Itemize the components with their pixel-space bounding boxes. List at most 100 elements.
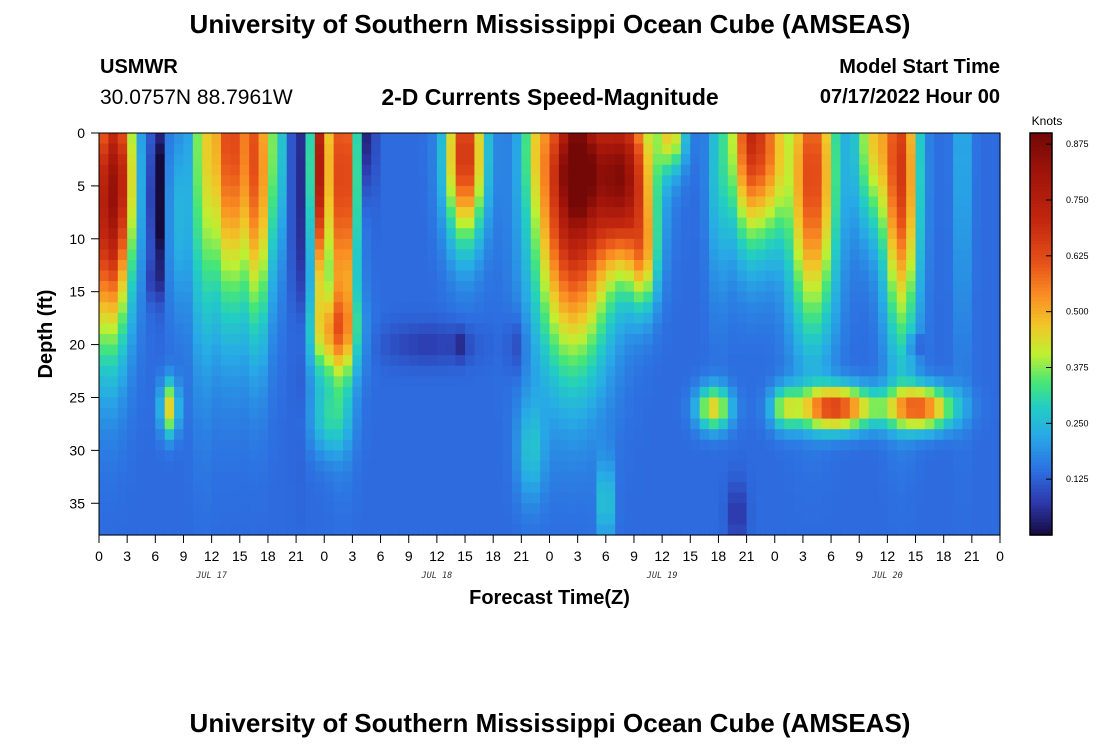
heatmap-cell [108, 312, 119, 325]
heatmap-cell [436, 513, 447, 526]
heatmap-cell [540, 312, 551, 325]
heatmap-cell [389, 397, 400, 409]
heatmap-cell [361, 196, 372, 208]
heatmap-cell [615, 312, 626, 325]
heatmap-cell [859, 185, 870, 198]
heatmap-cell [802, 302, 813, 314]
heatmap-cell [465, 365, 476, 377]
heatmap-cell [643, 196, 654, 208]
heatmap-cell [136, 270, 147, 282]
heatmap-cell [615, 397, 626, 409]
heatmap-cell [436, 386, 447, 399]
heatmap-cell [906, 207, 917, 219]
heatmap-cell [474, 418, 485, 430]
heatmap-cell [755, 503, 766, 515]
heatmap-cell [277, 302, 288, 314]
heatmap-cell [305, 133, 316, 145]
heatmap-cell [483, 503, 494, 515]
heatmap-cell [737, 376, 748, 388]
heatmap-cell [746, 238, 757, 250]
heatmap-cell [371, 365, 382, 377]
heatmap-cell [662, 429, 673, 441]
heatmap-cell [709, 386, 720, 399]
heatmap-cell [324, 334, 335, 346]
heatmap-cell [221, 164, 231, 176]
heatmap-cell [802, 185, 813, 198]
heatmap-cell [502, 460, 513, 473]
heatmap-cell [221, 312, 231, 325]
colorbar-segment [1030, 360, 1052, 365]
heatmap-cell [643, 143, 654, 155]
heatmap-cell [192, 154, 203, 166]
heatmap-cell [127, 207, 138, 219]
heatmap-cell [174, 281, 185, 293]
heatmap-cell [915, 270, 926, 282]
heatmap-cell [643, 524, 654, 536]
heatmap-cell [821, 482, 832, 494]
heatmap-cell [399, 238, 410, 250]
heatmap-cell [258, 302, 269, 314]
heatmap-cell [840, 524, 851, 536]
heatmap-cell [333, 312, 344, 325]
heatmap-cell [192, 355, 203, 367]
heatmap-cell [549, 133, 560, 145]
heatmap-cell [211, 471, 222, 483]
heatmap-cell [202, 386, 213, 399]
heatmap-cell [418, 175, 429, 187]
heatmap-cell [455, 524, 466, 536]
heatmap-cell [493, 154, 504, 166]
heatmap-cell [286, 344, 297, 356]
heatmap-cell [352, 185, 363, 198]
heatmap-cell [633, 482, 644, 494]
heatmap-cell [577, 344, 588, 356]
heatmap-cell [108, 376, 119, 388]
heatmap-cell [380, 291, 391, 303]
heatmap-cell [793, 238, 804, 250]
heatmap-cell [915, 312, 926, 325]
heatmap-cell [831, 355, 842, 367]
heatmap-cell [953, 450, 964, 462]
heatmap-cell [643, 450, 654, 462]
heatmap-cell [755, 355, 766, 367]
heatmap-cell [718, 238, 729, 250]
heatmap-cell [352, 513, 363, 526]
heatmap-cell [314, 482, 325, 494]
heatmap-cell [267, 259, 278, 272]
heatmap-cell [821, 460, 832, 473]
heatmap-cell [577, 312, 588, 325]
heatmap-cell [906, 154, 917, 166]
heatmap-cell [690, 302, 701, 314]
heatmap-cell [765, 270, 776, 282]
heatmap-cell [849, 196, 860, 208]
heatmap-cell [849, 270, 860, 282]
heatmap-cell [784, 355, 795, 367]
heatmap-cell [127, 439, 138, 451]
heatmap-cell [145, 323, 156, 335]
heatmap-cell [877, 259, 888, 272]
heatmap-cell [709, 397, 720, 409]
heatmap-cell [859, 365, 870, 377]
heatmap-cell [324, 217, 335, 229]
heatmap-cell [380, 503, 391, 515]
heatmap-cell [690, 513, 701, 526]
heatmap-cell [605, 429, 616, 441]
heatmap-cell [352, 450, 363, 462]
colorbar-segment [1030, 397, 1052, 402]
heatmap-cell [812, 471, 823, 483]
heatmap-cell [596, 513, 607, 526]
heatmap-cell [239, 323, 250, 335]
heatmap-cell [934, 196, 945, 208]
heatmap-cell [361, 418, 372, 430]
heatmap-cell [446, 312, 457, 325]
heatmap-cell [849, 217, 860, 229]
heatmap-cell [840, 323, 851, 335]
heatmap-cell [164, 460, 175, 473]
heatmap-cell [183, 450, 194, 462]
heatmap-cell [127, 217, 138, 229]
heatmap-cell [239, 270, 250, 282]
heatmap-cell [483, 185, 494, 198]
heatmap-cell [530, 408, 541, 420]
heatmap-cell [934, 312, 945, 325]
heatmap-cell [615, 450, 626, 462]
heatmap-cell [615, 365, 626, 377]
